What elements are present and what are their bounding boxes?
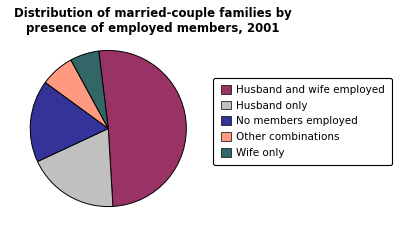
Text: Distribution of married-couple families by
presence of employed members, 2001: Distribution of married-couple families …	[14, 7, 291, 35]
Wedge shape	[30, 82, 108, 162]
Wedge shape	[99, 50, 186, 206]
Legend: Husband and wife employed, Husband only, No members employed, Other combinations: Husband and wife employed, Husband only,…	[213, 78, 392, 165]
Wedge shape	[45, 60, 108, 129]
Wedge shape	[71, 51, 108, 129]
Wedge shape	[38, 129, 113, 207]
